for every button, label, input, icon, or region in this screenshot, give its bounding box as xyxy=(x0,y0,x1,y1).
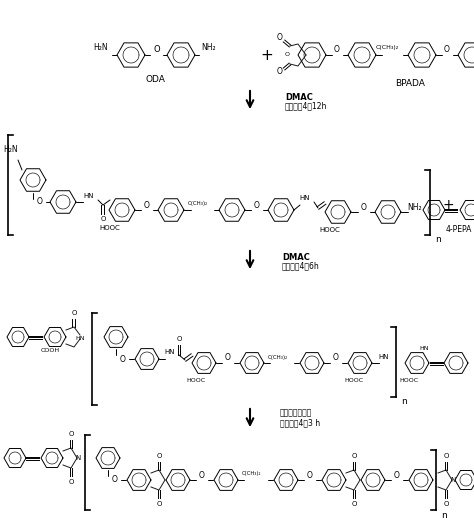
Text: O: O xyxy=(68,479,73,485)
Text: +: + xyxy=(442,198,454,212)
Text: HN: HN xyxy=(165,349,175,355)
Text: DMAC: DMAC xyxy=(285,93,313,101)
Text: C(CH₃)₂: C(CH₃)₂ xyxy=(268,355,288,359)
Text: C(CH₃)₂: C(CH₃)₂ xyxy=(375,44,399,50)
Text: O: O xyxy=(225,354,231,362)
Text: NH₂: NH₂ xyxy=(408,202,422,211)
Text: O: O xyxy=(284,52,290,58)
Text: 室温搞我4种3 h: 室温搞我4种3 h xyxy=(280,418,320,427)
Text: O: O xyxy=(351,453,357,459)
Text: O: O xyxy=(100,216,106,222)
Text: O: O xyxy=(307,471,313,480)
Text: N: N xyxy=(75,455,81,461)
Text: NH₂: NH₂ xyxy=(202,42,216,51)
Text: O: O xyxy=(144,200,150,210)
Text: 室温搞我4种6h: 室温搞我4种6h xyxy=(282,262,320,270)
Text: O: O xyxy=(37,198,43,207)
Text: N: N xyxy=(450,477,456,483)
Text: HOOC: HOOC xyxy=(319,227,340,233)
Text: HN: HN xyxy=(84,193,94,199)
Text: n: n xyxy=(401,397,407,406)
Text: O: O xyxy=(333,354,339,362)
Text: O: O xyxy=(443,501,449,507)
Text: n: n xyxy=(441,511,447,520)
Text: HOOC: HOOC xyxy=(100,225,120,231)
Text: O: O xyxy=(443,453,449,459)
Text: O: O xyxy=(156,453,162,459)
Text: O: O xyxy=(334,46,340,54)
Text: COOH: COOH xyxy=(40,348,60,354)
Text: O: O xyxy=(199,471,205,480)
Text: O: O xyxy=(71,310,77,316)
Text: O: O xyxy=(444,46,450,54)
Text: C(CH₃)₂: C(CH₃)₂ xyxy=(188,200,208,206)
Text: H₂N: H₂N xyxy=(3,145,18,154)
Text: HOOC: HOOC xyxy=(186,379,206,383)
Text: HOOC: HOOC xyxy=(400,379,419,383)
Text: O: O xyxy=(156,501,162,507)
Text: C(CH₃)₂: C(CH₃)₂ xyxy=(242,472,262,476)
Text: O: O xyxy=(277,67,283,76)
Text: O: O xyxy=(120,355,126,363)
Text: HN: HN xyxy=(419,347,429,351)
Text: O: O xyxy=(112,475,118,484)
Text: HN: HN xyxy=(75,335,85,340)
Text: O: O xyxy=(394,471,400,480)
Text: ODA: ODA xyxy=(145,74,165,84)
Text: O: O xyxy=(361,202,367,211)
Text: O: O xyxy=(254,200,260,210)
Text: DMAC: DMAC xyxy=(282,253,310,262)
Text: HN: HN xyxy=(379,354,389,360)
Text: 4-PEPA: 4-PEPA xyxy=(446,224,472,233)
Text: O: O xyxy=(176,336,182,342)
Text: HN: HN xyxy=(300,195,310,201)
Text: O: O xyxy=(68,431,73,437)
Text: n: n xyxy=(435,235,441,244)
Text: O: O xyxy=(351,501,357,507)
Text: +: + xyxy=(261,48,273,63)
Text: O: O xyxy=(277,33,283,42)
Text: H₂N: H₂N xyxy=(94,42,109,51)
Text: HOOC: HOOC xyxy=(345,379,364,383)
Text: BPADA: BPADA xyxy=(395,78,425,87)
Text: O: O xyxy=(154,46,160,54)
Text: 室温搞我4种12h: 室温搞我4种12h xyxy=(285,101,328,110)
Text: 三乙胺、乙酸钐: 三乙胺、乙酸钐 xyxy=(280,408,312,417)
